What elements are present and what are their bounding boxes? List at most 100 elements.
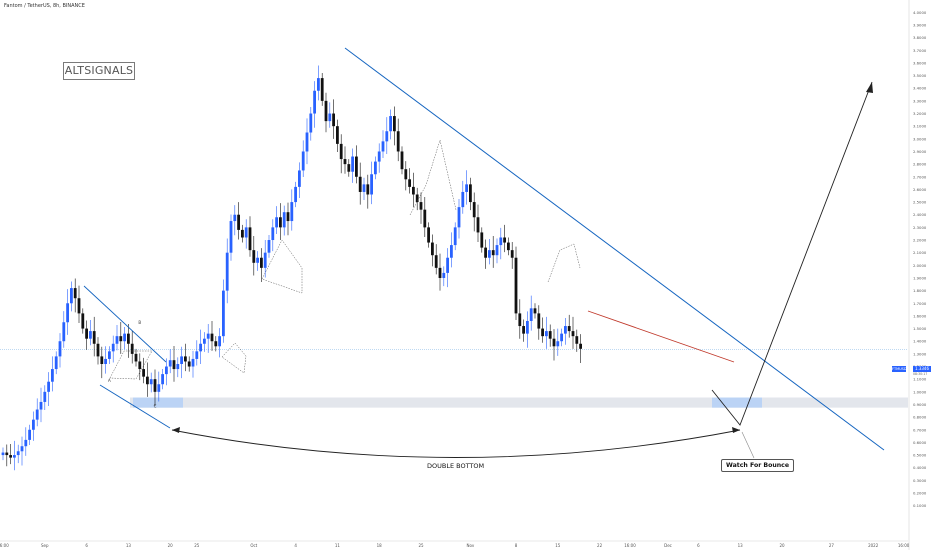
candle-body	[1, 452, 5, 456]
time-tick-label: 16:00	[0, 543, 9, 548]
candle-body	[499, 237, 503, 246]
candle-body	[108, 351, 111, 359]
candle-body	[119, 336, 123, 342]
candle-body	[324, 100, 328, 122]
candle-body	[351, 156, 354, 172]
candle-body	[191, 358, 195, 367]
candle-body	[92, 331, 96, 344]
price-tick-label: 0.1000	[913, 503, 927, 508]
time-tick-label: 6	[697, 543, 700, 548]
candle-body	[298, 170, 301, 187]
candle-body	[514, 257, 518, 314]
candle-body	[415, 194, 419, 203]
double-bottom-label: DOUBLE BOTTOM	[427, 462, 485, 470]
candle-body	[518, 313, 522, 327]
support-zones	[130, 397, 908, 408]
support-zone-band	[130, 397, 908, 408]
time-tick-label: 20	[168, 543, 174, 548]
candle-body	[43, 391, 47, 402]
candle-body	[153, 379, 157, 392]
candle-body	[138, 361, 142, 370]
price-tick-label: 1.0000	[913, 389, 927, 394]
candle-body	[73, 288, 77, 299]
channel-lower-line[interactable]	[99, 384, 171, 429]
price-tick-label: 1.5000	[913, 326, 927, 331]
time-tick-label: 15	[555, 543, 561, 548]
candle-body	[263, 252, 267, 268]
candle-body	[442, 272, 446, 278]
price-tick-label: 0.6000	[913, 440, 927, 445]
candle-body	[85, 328, 88, 339]
projection-arrowhead	[866, 82, 873, 93]
candle-body	[176, 363, 180, 370]
candle-body	[81, 313, 85, 329]
candle-body	[472, 202, 476, 218]
candle-body	[184, 356, 187, 362]
candle-body	[362, 184, 366, 192]
candle-body	[172, 360, 176, 370]
candle-body	[567, 326, 571, 332]
candle-body	[400, 151, 404, 170]
candle-body	[545, 331, 548, 337]
candle-body	[161, 374, 164, 385]
watch-for-bounce-callout: Watch For Bounce	[721, 459, 795, 472]
wave-label: C	[154, 403, 157, 408]
support-zone-first-touch	[133, 397, 183, 408]
candle-body	[423, 209, 427, 228]
candle-body	[564, 326, 567, 334]
candle-body	[180, 356, 183, 364]
candlestick-series	[1, 65, 582, 471]
candle-body	[571, 331, 575, 337]
price-tick-label: 0.3000	[913, 478, 927, 483]
time-tick-label: 25	[418, 543, 424, 548]
candle-body	[552, 338, 556, 347]
candle-body	[510, 250, 514, 258]
price-tick-label: 2.6000	[913, 187, 927, 192]
candle-body	[541, 328, 544, 337]
price-tick-label: 0.5000	[913, 453, 927, 458]
triangle-pattern-3	[221, 342, 247, 374]
candle-body	[476, 217, 480, 233]
time-tick-label: 16:00	[898, 543, 910, 548]
price-tick-label: 3.5000	[913, 73, 927, 78]
candle-body	[491, 250, 495, 256]
price-tick-label: 3.0000	[913, 136, 927, 141]
candle-body	[355, 156, 358, 177]
price-tick-label: 1.6000	[913, 313, 927, 318]
double-bottom-arc	[171, 429, 741, 458]
candle-body	[301, 151, 305, 171]
candle-body	[248, 227, 252, 251]
candle-body	[58, 341, 62, 357]
price-tick-label: 1.3000	[913, 351, 927, 356]
candle-body	[332, 113, 335, 127]
double-bottom-arrowhead-right	[732, 427, 740, 433]
time-tick-label: 4	[294, 543, 297, 548]
candle-body	[526, 320, 529, 334]
candle-body	[195, 351, 199, 359]
triangle-pattern-1	[109, 350, 153, 380]
candle-body	[13, 455, 16, 458]
channel-upper-line[interactable]	[83, 285, 167, 363]
double-bottom-arrowhead-left	[172, 427, 180, 433]
altsignals-logo: ALTSIGNALS	[63, 62, 135, 80]
candle-body	[203, 338, 206, 344]
price-tick-label: 3.2000	[913, 111, 927, 116]
candle-body	[77, 298, 81, 314]
candle-body	[279, 217, 282, 228]
candle-body	[210, 333, 214, 342]
price-tick-label: 2.5000	[913, 200, 927, 205]
candle-body	[130, 343, 134, 354]
price-tick-label: 0.2000	[913, 491, 927, 496]
candle-body	[32, 419, 35, 430]
price-tick-label: 2.8000	[913, 162, 927, 167]
candle-body	[317, 78, 320, 91]
price-tick-label: 3.8000	[913, 35, 927, 40]
candle-body	[134, 353, 138, 362]
time-tick-label: 22	[597, 543, 603, 548]
current-price-label: 1.3346	[913, 366, 931, 372]
descending-trendline[interactable]	[344, 47, 885, 451]
resistance-line[interactable]	[587, 310, 735, 363]
candle-body	[290, 202, 294, 222]
time-tick-label: 25	[194, 543, 200, 548]
